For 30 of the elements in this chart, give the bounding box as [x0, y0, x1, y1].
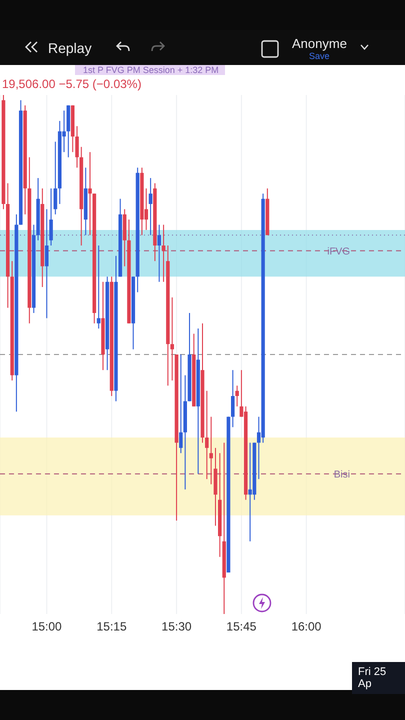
text: Anonyme [292, 36, 347, 51]
candlestick [170, 296, 174, 381]
candlestick [248, 442, 252, 542]
x-tick-label: 15:45 [226, 620, 257, 634]
text: 1st P FVG PM Session + 1:32 PM [75, 65, 225, 75]
x-tick-label: 15:15 [96, 620, 127, 634]
ref-line-label: Bisi [334, 469, 350, 480]
candlestick [148, 178, 152, 236]
x-tick-label: 15:30 [162, 620, 192, 634]
text: Save [309, 51, 330, 61]
text: Replay [48, 40, 92, 56]
candlestick [75, 126, 79, 168]
ref-line-label: iFVG [327, 246, 350, 258]
candlestick [54, 141, 58, 215]
candlestick [96, 245, 100, 330]
x-tick-label: 16:00 [291, 620, 322, 634]
candlestick [49, 188, 53, 246]
candlestick [44, 208, 49, 319]
text: 19,506.00 [2, 77, 56, 91]
candlestick [162, 224, 166, 282]
candlestick [230, 370, 235, 428]
text: Fri 25 Ap [352, 662, 405, 694]
x-tick-label: 15:00 [32, 620, 62, 634]
candlestick [157, 224, 162, 282]
text: −5.75 (−0.03%) [58, 77, 142, 91]
candlestick [205, 390, 209, 480]
candlestick [88, 152, 92, 236]
candlestick [235, 385, 239, 407]
candlestick [209, 416, 213, 485]
candlestick [179, 354, 183, 454]
